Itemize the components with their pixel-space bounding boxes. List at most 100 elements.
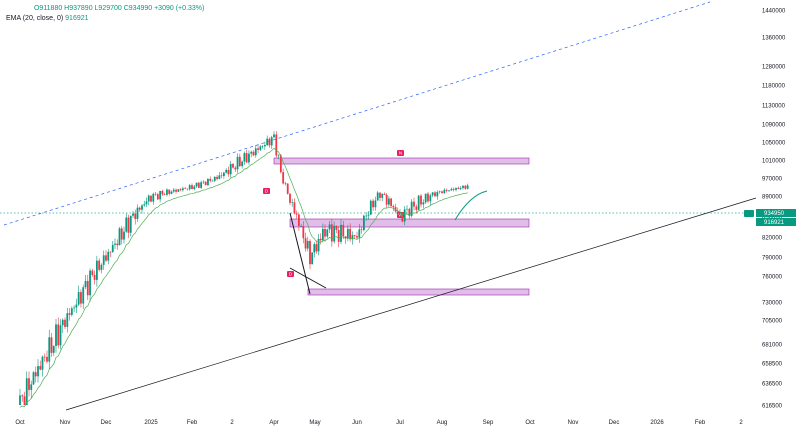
candle-body	[43, 356, 46, 358]
y-tick-label: 760000	[762, 275, 783, 281]
candle-body	[429, 195, 432, 202]
candle-body	[372, 200, 374, 208]
candle-body	[241, 161, 244, 167]
candle-body	[424, 193, 427, 203]
candle-body	[64, 319, 66, 327]
y-tick-label: 1180000	[762, 84, 786, 90]
x-tick-label: Dec	[101, 420, 112, 426]
x-tick-label: 2026	[650, 420, 664, 426]
x-tick-label: Feb	[187, 420, 198, 426]
projection-curve	[454, 190, 488, 221]
x-tick-label: Oct	[525, 420, 535, 426]
candle-body	[268, 138, 271, 146]
candle-body	[229, 163, 232, 175]
candle-body	[154, 193, 157, 195]
candle-body	[138, 207, 141, 210]
candle-body	[102, 255, 105, 265]
x-tick-label: 2025	[144, 420, 158, 426]
candles-layer	[19, 131, 469, 408]
candle-body	[324, 228, 326, 237]
candle-body	[279, 155, 282, 173]
candle-body	[80, 292, 82, 304]
candle-body	[118, 228, 121, 246]
candle-body	[19, 395, 21, 405]
candle-body	[445, 189, 448, 191]
candle-body	[431, 192, 434, 196]
candle-body	[289, 193, 291, 203]
candle-body	[82, 287, 85, 304]
y-tick-label: 850000	[762, 215, 783, 221]
candle-body	[227, 169, 230, 175]
x-tick-label: Dec	[609, 420, 620, 426]
candle-body	[367, 214, 370, 216]
candle-body	[462, 185, 464, 188]
candle-body	[403, 209, 406, 222]
candle-body	[68, 313, 71, 315]
candle-body	[392, 205, 395, 208]
candle-body	[291, 202, 294, 203]
drop-line	[289, 212, 311, 295]
candle-body	[328, 224, 331, 230]
candle-body	[376, 192, 379, 201]
candle-body	[317, 238, 320, 252]
candle-body	[273, 134, 275, 138]
candle-body	[225, 169, 228, 173]
candle-body	[245, 153, 248, 163]
candle-body	[410, 201, 413, 216]
zone-tag-label: D	[265, 189, 269, 194]
candle-body	[41, 356, 44, 370]
x-tick-label: Nov	[568, 420, 579, 426]
candle-body	[356, 236, 358, 238]
x-tick-label: Oct	[15, 420, 25, 426]
legend-ohlc: O911880 H937890 L929700 C934990 +3090 (+…	[33, 5, 205, 12]
candle-body	[39, 366, 42, 370]
candle-body	[166, 189, 168, 195]
x-tick-label: 2	[230, 420, 234, 426]
y-tick-label: 790000	[762, 256, 783, 262]
zone-tag-label: W	[398, 213, 403, 218]
zone-tag	[397, 150, 404, 156]
candle-body	[105, 255, 107, 261]
candle-body	[250, 151, 253, 154]
candle-body	[213, 176, 216, 181]
candle-body	[37, 366, 39, 377]
candle-body	[300, 225, 303, 227]
support-trend-line	[65, 197, 757, 411]
candle-body	[222, 172, 225, 176]
candle-body	[177, 189, 180, 192]
candle-body	[321, 228, 324, 241]
candle-body	[369, 200, 372, 215]
candle-body	[91, 270, 94, 276]
candle-body	[186, 188, 189, 190]
candle-body	[266, 138, 269, 146]
candle-body	[293, 202, 296, 214]
candle-body	[132, 213, 134, 216]
candle-body	[170, 191, 173, 194]
y-tick-label: 1130000	[762, 104, 786, 110]
x-tick-label: 2	[739, 420, 743, 426]
candle-body	[50, 337, 53, 353]
candle-body	[383, 193, 386, 195]
candle-body	[464, 185, 467, 189]
candle-body	[363, 215, 365, 231]
legend-ohlc-row: O911880 H937890 L929700 C934990 +3090 (+…	[6, 4, 204, 14]
zone-tag	[287, 271, 294, 277]
candle-body	[93, 275, 96, 280]
candle-body	[100, 264, 103, 270]
candle-body	[340, 224, 342, 242]
y-tick-label: 970000	[762, 177, 783, 183]
x-tick-label: Feb	[695, 420, 706, 426]
candle-body	[25, 378, 28, 405]
candle-body	[399, 212, 401, 214]
candle-body	[263, 145, 266, 147]
candle-body	[408, 208, 411, 216]
candle-body	[23, 396, 26, 405]
candle-body	[351, 235, 354, 240]
candle-body	[238, 156, 241, 167]
candle-body	[32, 372, 35, 385]
legend-ema-row[interactable]: EMA (20, close, 0) 916921	[6, 14, 204, 24]
candle-body	[459, 187, 462, 189]
candle-body	[134, 213, 137, 219]
